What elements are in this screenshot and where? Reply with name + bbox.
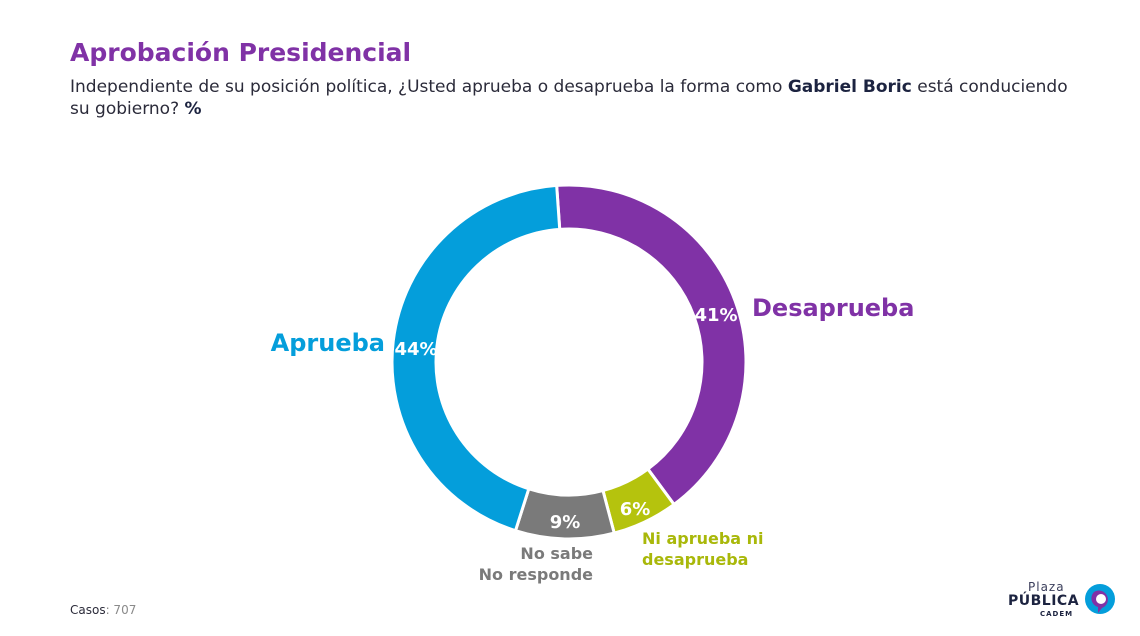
speech-bubble-icon	[1085, 584, 1115, 614]
logo-text-cadem: CADEM	[1040, 610, 1074, 618]
chart-title: Aprobación Presidencial	[70, 38, 412, 67]
category-label-desaprueba: Desaprueba	[752, 294, 914, 322]
subtitle-question-end: está conduciendo su gobierno?	[70, 77, 1068, 119]
slice-aprueba	[390, 183, 562, 533]
cases-value: : 707	[105, 603, 137, 617]
value-label-no-sabe-no-responde: 9%	[550, 512, 581, 533]
slice-desaprueba	[555, 183, 748, 507]
cases-label: Casos	[70, 603, 106, 617]
subtitle-question: Independiente de su posición política, ¿…	[70, 77, 788, 97]
category-label-line: Ni aprueba ni	[642, 529, 764, 548]
category-label-line: Desaprueba	[752, 294, 914, 322]
value-label-aprueba: 44%	[394, 339, 437, 360]
subtitle-president-name: Gabriel Boric	[787, 77, 912, 97]
logo-text-publica: PÚBLICA	[1008, 593, 1080, 609]
category-label-no-sabe-no-responde: No sabe No responde	[479, 544, 594, 584]
category-label-line: Aprueba	[271, 329, 385, 357]
category-label-line: No sabe	[520, 544, 593, 563]
cases-note: Casos: 707	[70, 603, 136, 617]
value-label-desaprueba: 41%	[694, 305, 737, 326]
logo-text-plaza: Plaza	[1028, 580, 1065, 594]
chart-subtitle: Independiente de su posición política, ¿…	[70, 76, 1070, 120]
category-label-aprueba: Aprueba	[271, 329, 385, 357]
category-label-line: No responde	[479, 565, 594, 584]
subtitle-unit: %	[184, 99, 202, 119]
plaza-publica-cadem-logo: Plaza PÚBLICA CADEM	[1008, 580, 1118, 622]
category-label-ni-aprueba-ni-desaprueba: Ni aprueba ni desaprueba	[642, 529, 764, 569]
category-label-line: desaprueba	[642, 550, 748, 569]
value-label-ni-aprueba-ni-desaprueba: 6%	[620, 499, 651, 520]
